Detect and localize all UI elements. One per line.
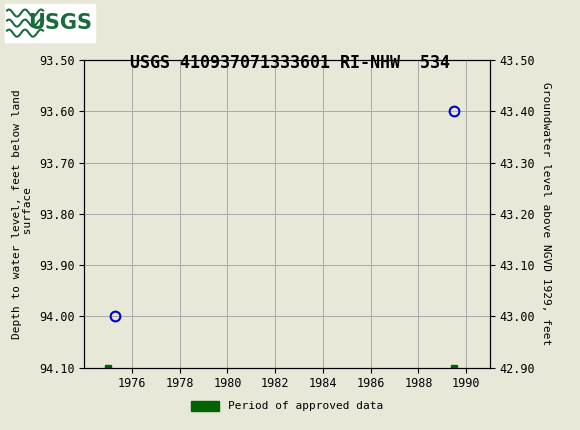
Text: USGS: USGS — [28, 12, 92, 33]
Y-axis label: Depth to water level, feet below land
 surface: Depth to water level, feet below land su… — [12, 89, 33, 339]
Text: USGS 410937071333601 RI-NHW  534: USGS 410937071333601 RI-NHW 534 — [130, 54, 450, 72]
Legend: Period of approved data: Period of approved data — [187, 396, 387, 416]
Y-axis label: Groundwater level above NGVD 1929, feet: Groundwater level above NGVD 1929, feet — [541, 82, 551, 346]
Bar — [5, 3, 95, 42]
